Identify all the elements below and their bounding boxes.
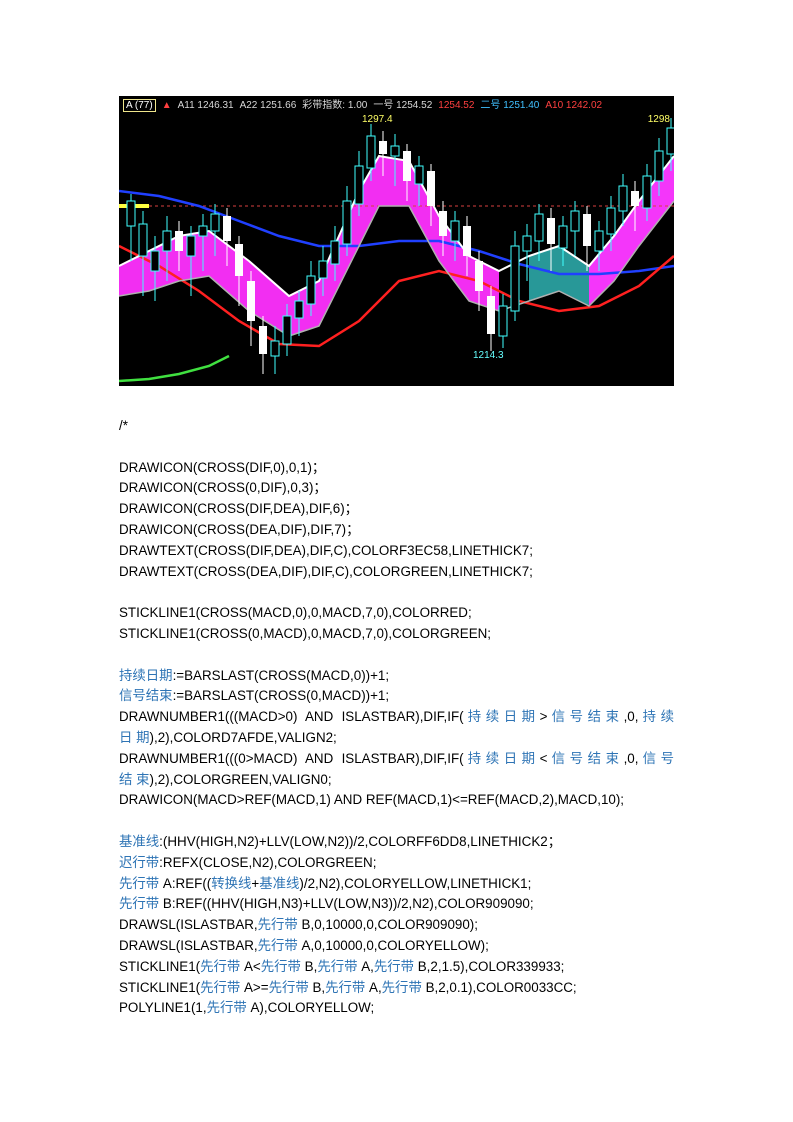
code-line: 迟行带:REFX(CLOSE,N2),COLORGREEN;: [119, 853, 674, 874]
code-line: DRAWTEXT(CROSS(DEA,DIF),DIF,C),COLORGREE…: [119, 562, 674, 583]
header-item: 1254.52: [438, 100, 474, 111]
stock-chart: A (77) ▲ A11 1246.31 A22 1251.66 彩带指数: 1.00 一…: [119, 96, 674, 386]
code-line: DRAWICON(CROSS(DIF,0),0,1)；: [119, 458, 674, 479]
code-line: /*: [119, 416, 674, 437]
code-line: [119, 811, 674, 832]
code-line: DRAWSL(ISLASTBAR,先行带 B,0,10000,0,COLOR90…: [119, 915, 674, 936]
header-item: A10 1242.02: [545, 100, 602, 111]
code-line: DRAWICON(MACD>REF(MACD,1) AND REF(MACD,1…: [119, 790, 674, 811]
code-line: 信号结束:=BARSLAST(CROSS(0,MACD))+1;: [119, 686, 674, 707]
header-item: 一号 1254.52: [373, 100, 432, 111]
code-line: 持续日期:=BARSLAST(CROSS(MACD,0))+1;: [119, 666, 674, 687]
code-line: STICKLINE1(先行带 A>=先行带 B,先行带 A,先行带 B,2,0.…: [119, 978, 674, 999]
header-item: 彩带指数: 1.00: [302, 100, 367, 111]
code-line: 先行带 A:REF((转换线+基准线)/2,N2),COLORYELLOW,LI…: [119, 874, 674, 895]
header-item: A11 1246.31: [178, 100, 234, 111]
header-item: ▲: [162, 100, 172, 111]
code-line: [119, 437, 674, 458]
peak-label: 1297.4: [362, 114, 393, 125]
code-line: DRAWNUMBER1(((MACD>0) AND ISLASTBAR),DIF…: [119, 707, 674, 749]
code-block: /*DRAWICON(CROSS(DIF,0),0,1)；DRAWICON(CR…: [119, 416, 674, 1019]
code-line: DRAWICON(CROSS(DEA,DIF),DIF,7)；: [119, 520, 674, 541]
header-item: 二号 1251.40: [480, 100, 539, 111]
trough-label: 1214.3: [473, 350, 504, 361]
chart-header: A (77) ▲ A11 1246.31 A22 1251.66 彩带指数: 1.00 一…: [123, 100, 608, 112]
code-line: POLYLINE1(1,先行带 A),COLORYELLOW;: [119, 998, 674, 1019]
code-line: 先行带 B:REF((HHV(HIGH,N3)+LLV(LOW,N3))/2,N…: [119, 894, 674, 915]
right-label: 1298: [648, 114, 670, 125]
code-line: [119, 645, 674, 666]
code-line: 基准线:(HHV(HIGH,N2)+LLV(LOW,N2))/2,COLORFF…: [119, 832, 674, 853]
code-line: STICKLINE1(CROSS(0,MACD),0,MACD,7,0),COL…: [119, 624, 674, 645]
header-item: A22 1251.66: [240, 100, 297, 111]
code-line: STICKLINE1(CROSS(MACD,0),0,MACD,7,0),COL…: [119, 603, 674, 624]
code-line: STICKLINE1(先行带 A<先行带 B,先行带 A,先行带 B,2,1.5…: [119, 957, 674, 978]
code-line: DRAWSL(ISLASTBAR,先行带 A,0,10000,0,COLORYE…: [119, 936, 674, 957]
document-page: A (77) ▲ A11 1246.31 A22 1251.66 彩带指数: 1.00 一…: [0, 0, 793, 1122]
code-line: DRAWTEXT(CROSS(DIF,DEA),DIF,C),COLORF3EC…: [119, 541, 674, 562]
header-item: A (77): [123, 99, 156, 112]
code-line: DRAWNUMBER1(((0>MACD) AND ISLASTBAR),DIF…: [119, 749, 674, 791]
code-line: DRAWICON(CROSS(0,DIF),0,3)；: [119, 478, 674, 499]
code-line: DRAWICON(CROSS(DIF,DEA),DIF,6)；: [119, 499, 674, 520]
code-line: [119, 582, 674, 603]
chart-svg: [119, 96, 674, 386]
